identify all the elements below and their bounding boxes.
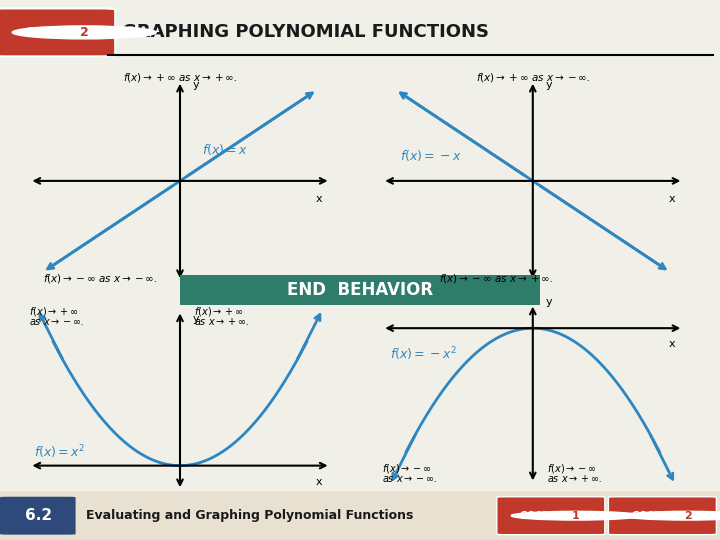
Text: y: y	[546, 80, 552, 90]
Text: GOAL: GOAL	[520, 511, 549, 521]
Circle shape	[623, 511, 720, 520]
Text: 2: 2	[684, 511, 691, 521]
FancyBboxPatch shape	[180, 275, 540, 305]
Text: $f(x) \rightarrow -\infty$: $f(x) \rightarrow -\infty$	[547, 462, 597, 475]
Text: GOAL: GOAL	[25, 28, 59, 37]
FancyBboxPatch shape	[0, 491, 720, 540]
Circle shape	[12, 26, 156, 39]
Text: $f(x) \rightarrow +\infty$: $f(x) \rightarrow +\infty$	[194, 305, 244, 318]
Text: END  BEHAVIOR: END BEHAVIOR	[287, 281, 433, 299]
Text: as $x \rightarrow -\infty$.: as $x \rightarrow -\infty$.	[382, 474, 437, 484]
FancyBboxPatch shape	[608, 497, 716, 535]
FancyBboxPatch shape	[497, 497, 605, 535]
Text: x: x	[669, 194, 675, 204]
Text: $f(x) = -x^2$: $f(x) = -x^2$	[390, 345, 457, 363]
Text: $f(x) \rightarrow +\infty$: $f(x) \rightarrow +\infty$	[29, 305, 78, 318]
Circle shape	[511, 511, 641, 520]
Text: $f(x) \rightarrow +\infty$ as $x \rightarrow +\infty$.: $f(x) \rightarrow +\infty$ as $x \righta…	[122, 71, 238, 84]
Text: $f(x) \rightarrow +\infty$ as $x \rightarrow -\infty$.: $f(x) \rightarrow +\infty$ as $x \righta…	[475, 71, 590, 84]
Text: 6.2: 6.2	[24, 508, 52, 523]
Text: x: x	[669, 339, 675, 349]
Text: $f(x) = x^2$: $f(x) = x^2$	[35, 443, 86, 461]
FancyBboxPatch shape	[0, 497, 76, 535]
Text: as $x \rightarrow +\infty$.: as $x \rightarrow +\infty$.	[194, 316, 250, 327]
Text: Evaluating and Graphing Polynomial Functions: Evaluating and Graphing Polynomial Funct…	[86, 509, 414, 522]
Text: x: x	[316, 476, 323, 487]
Text: 1: 1	[572, 511, 580, 521]
Text: GRAPHING POLYNOMIAL FUNCTIONS: GRAPHING POLYNOMIAL FUNCTIONS	[122, 23, 490, 42]
Text: y: y	[193, 80, 199, 90]
Text: $f(x) \rightarrow -\infty$ as $x \rightarrow +\infty$.: $f(x) \rightarrow -\infty$ as $x \righta…	[439, 272, 554, 285]
Text: $f(x) \rightarrow -\infty$: $f(x) \rightarrow -\infty$	[382, 462, 431, 475]
Text: GOAL: GOAL	[631, 511, 661, 521]
Text: x: x	[316, 194, 323, 204]
Text: as $x \rightarrow -\infty$.: as $x \rightarrow -\infty$.	[29, 317, 84, 327]
Text: $f(x) = -x$: $f(x) = -x$	[400, 148, 462, 163]
FancyBboxPatch shape	[0, 9, 115, 56]
Text: y: y	[193, 314, 199, 324]
Text: $f(x) \rightarrow -\infty$ as $x \rightarrow -\infty$.: $f(x) \rightarrow -\infty$ as $x \righta…	[43, 272, 158, 285]
Text: y: y	[546, 298, 552, 307]
Text: as $x \rightarrow +\infty$.: as $x \rightarrow +\infty$.	[547, 474, 603, 484]
Text: $f(x) = x$: $f(x) = x$	[202, 141, 248, 157]
Text: 2: 2	[80, 26, 89, 39]
